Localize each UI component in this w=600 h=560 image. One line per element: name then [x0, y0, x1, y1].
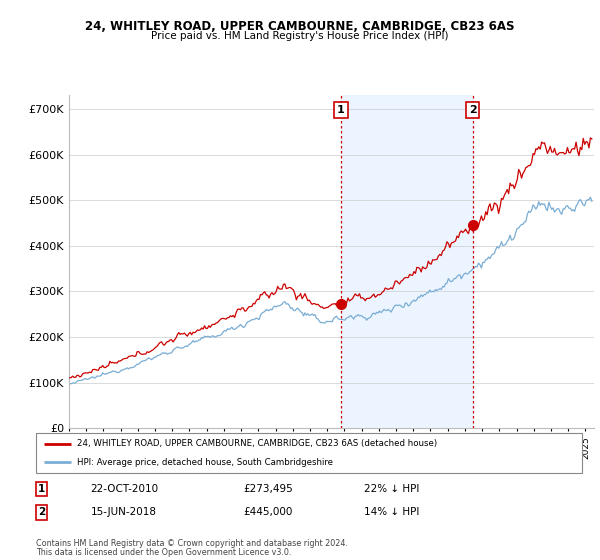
Text: 15-JUN-2018: 15-JUN-2018: [91, 507, 157, 517]
Text: 22-OCT-2010: 22-OCT-2010: [91, 484, 159, 494]
Text: This data is licensed under the Open Government Licence v3.0.: This data is licensed under the Open Gov…: [36, 548, 292, 557]
Text: 1: 1: [38, 484, 45, 494]
Text: 24, WHITLEY ROAD, UPPER CAMBOURNE, CAMBRIDGE, CB23 6AS: 24, WHITLEY ROAD, UPPER CAMBOURNE, CAMBR…: [85, 20, 515, 32]
Text: Price paid vs. HM Land Registry's House Price Index (HPI): Price paid vs. HM Land Registry's House …: [151, 31, 449, 41]
Text: 22% ↓ HPI: 22% ↓ HPI: [364, 484, 419, 494]
Text: £273,495: £273,495: [244, 484, 293, 494]
Text: 2: 2: [469, 105, 476, 115]
Text: 1: 1: [337, 105, 345, 115]
Text: £445,000: £445,000: [244, 507, 293, 517]
Bar: [341, 95, 473, 428]
Text: 24, WHITLEY ROAD, UPPER CAMBOURNE, CAMBRIDGE, CB23 6AS (detached house): 24, WHITLEY ROAD, UPPER CAMBOURNE, CAMBR…: [77, 439, 437, 448]
Text: HPI: Average price, detached house, South Cambridgeshire: HPI: Average price, detached house, Sout…: [77, 458, 333, 467]
Text: 2: 2: [38, 507, 45, 517]
Text: 14% ↓ HPI: 14% ↓ HPI: [364, 507, 419, 517]
Text: Contains HM Land Registry data © Crown copyright and database right 2024.: Contains HM Land Registry data © Crown c…: [36, 539, 348, 548]
